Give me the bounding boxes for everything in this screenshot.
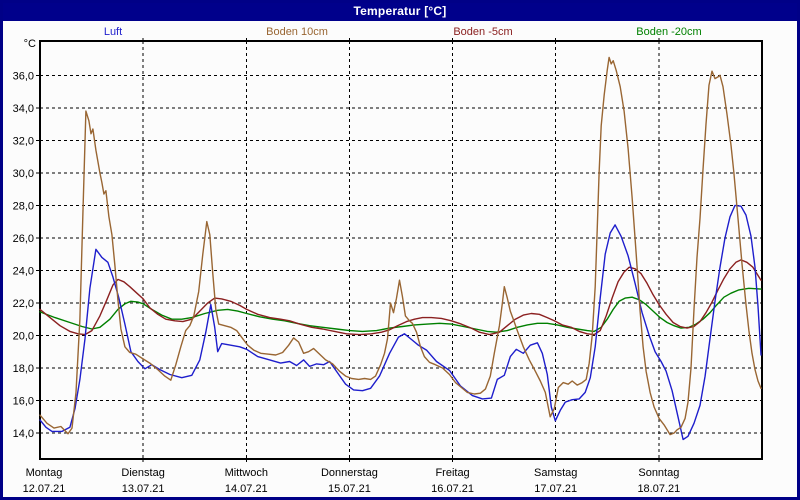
y-tick-label: 16,0 [13, 396, 34, 408]
x-label-dayname: Sonntag [638, 467, 679, 479]
x-label-dayname: Samstag [534, 467, 577, 479]
x-label-dayname: Freitag [435, 467, 469, 479]
y-axis-unit-label: °C [24, 38, 36, 50]
window-title: Temperatur [°C] [353, 3, 447, 18]
y-tick-label: 26,0 [13, 233, 34, 245]
x-label-dayname: Dienstag [121, 467, 164, 479]
y-tick-label: 30,0 [13, 168, 34, 180]
y-tick-label: 20,0 [13, 330, 34, 342]
legend-item-boden-10cm: Boden 10cm [266, 26, 328, 38]
title-bar[interactable]: Temperatur [°C] [3, 3, 797, 21]
legend-item-luft: Luft [103, 26, 123, 38]
x-label-dayname: Donnerstag [321, 467, 378, 479]
legend-item-boden-20cm: Boden -20cm [636, 26, 702, 38]
plot-border [39, 40, 763, 460]
series-line-boden-10cm [39, 56, 762, 436]
x-label-date: 15.07.21 [328, 483, 371, 495]
series-line-boden-5cm [39, 259, 762, 336]
legend-item-boden-5cm: Boden -5cm [453, 26, 513, 38]
x-label-date: 17.07.21 [534, 483, 577, 495]
y-tick-label: 34,0 [13, 103, 34, 115]
x-label-date: 14.07.21 [225, 483, 268, 495]
y-tick-label: 32,0 [13, 135, 34, 147]
x-label-date: 12.07.21 [23, 483, 66, 495]
y-tick-label: 36,0 [13, 70, 34, 82]
y-tick-label: 18,0 [13, 363, 34, 375]
y-tick-label: 28,0 [13, 200, 34, 212]
x-label-date: 16.07.21 [431, 483, 474, 495]
y-tick-label: 22,0 [13, 298, 34, 310]
y-tick-label: 24,0 [13, 265, 34, 277]
y-tick-label: 14,0 [13, 428, 34, 440]
x-label-dayname: Montag [26, 467, 63, 479]
x-label-date: 13.07.21 [122, 483, 165, 495]
x-label-date: 18.07.21 [637, 483, 680, 495]
x-label-dayname: Mittwoch [225, 467, 268, 479]
